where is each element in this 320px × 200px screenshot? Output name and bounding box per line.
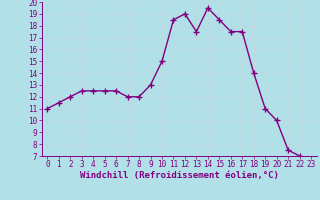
X-axis label: Windchill (Refroidissement éolien,°C): Windchill (Refroidissement éolien,°C) [80, 171, 279, 180]
